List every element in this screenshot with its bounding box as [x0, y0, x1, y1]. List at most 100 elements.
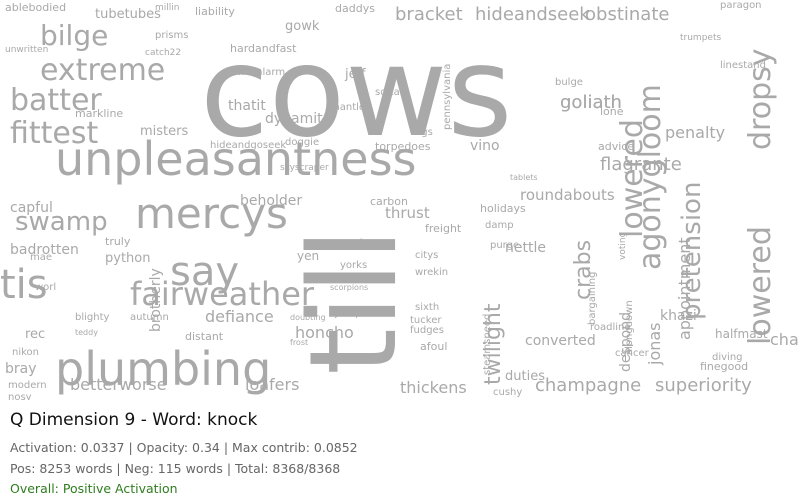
cloud-word-tis: tis	[0, 262, 48, 308]
cloud-word-sixth: sixth	[415, 302, 439, 313]
cloud-word-plumbing: plumbing	[55, 342, 271, 396]
cloud-word-tablets: tablets	[510, 173, 538, 182]
cloud-word-swamp: swamp	[15, 207, 108, 237]
cloud-word-worl: worl	[35, 282, 56, 293]
cloud-word-lowered: lowered	[615, 119, 650, 238]
cloud-word-cushy: cushy	[493, 387, 522, 398]
cloud-word-cows: cows	[200, 20, 513, 165]
cloud-word-till: till	[285, 228, 424, 375]
cloud-word-tucker: tucker	[410, 315, 442, 326]
cloud-word-jeff: jeff	[344, 67, 367, 82]
cloud-word-vain: vain	[345, 237, 370, 251]
cloud-word-mercys: mercys	[135, 189, 288, 238]
cloud-word-autumn: autumn	[130, 312, 169, 323]
cloud-word-daddys: daddys	[335, 2, 375, 15]
cloud-word-advice: advice	[598, 140, 634, 153]
cloud-word-python: python	[105, 251, 150, 266]
cloud-word-unpleasantness: unpleasantness	[55, 132, 417, 186]
cloud-word-hideandseek: hideandseek	[475, 4, 590, 25]
cloud-word-steamspeed: steamspeed	[482, 314, 493, 375]
cloud-word-brotherly: brotherly	[148, 268, 164, 332]
cloud-word-ablebodied: ablebodied	[5, 1, 66, 14]
cloud-word-carbon: carbon	[370, 195, 408, 208]
cloud-word-bray: bray	[5, 361, 37, 377]
cloud-word-goliath: goliath	[560, 92, 622, 113]
cloud-word-voting: voting	[618, 232, 628, 260]
cloud-word-beholder: beholder	[240, 193, 302, 209]
overall-activation: Overall: Positive Activation	[10, 481, 178, 496]
cloud-word-champions: champions	[770, 330, 800, 349]
cloud-word-afoul: afoul	[420, 340, 447, 353]
cloud-word-hardandfast: hardandfast	[230, 42, 297, 55]
cloud-word-thatit: thatit	[228, 98, 266, 114]
cloud-word-crabs: crabs	[571, 240, 596, 300]
cloud-word-millin: millin	[155, 3, 179, 13]
cloud-word-fudges: fudges	[410, 325, 444, 336]
cloud-word-wrekin: wrekin	[415, 267, 448, 278]
cloud-word-catch22: catch22	[145, 48, 181, 58]
cloud-word-badrotten: badrotten	[10, 242, 79, 258]
cloud-word-damp: damp	[485, 220, 514, 231]
cloud-word-rec: rec	[25, 327, 45, 342]
cloud-word-mantle: mantle	[330, 102, 365, 113]
cloud-word-roundabouts: roundabouts	[520, 186, 615, 204]
cloud-word-doubting: doubting	[290, 313, 326, 322]
cloud-word-despond: despond	[618, 312, 634, 372]
cloud-word-khazi: khazi	[660, 308, 697, 324]
cloud-word-torpedoes: torpedoes	[375, 140, 431, 153]
cloud-word-mae: mae	[30, 252, 52, 263]
cloud-word-thickens: thickens	[400, 378, 467, 397]
cloud-word-honcho: honcho	[295, 323, 354, 342]
cloud-word-flagrante: flagrante	[600, 154, 682, 175]
cloud-word-alongdown: alongdown	[624, 300, 635, 355]
cloud-word-markline: markline	[75, 107, 123, 120]
cloud-word-doggie: doggie	[285, 137, 319, 148]
word-count-stats: Pos: 8253 words | Neg: 115 words | Total…	[10, 461, 341, 476]
cloud-word-paragon: paragon	[720, 0, 762, 11]
cloud-word-freight: freight	[425, 222, 462, 235]
cloud-word-linestand: linestand	[720, 60, 766, 71]
cloud-word-champagne: champagne	[535, 375, 641, 396]
cloud-word-pretension: pretension	[677, 182, 707, 320]
cloud-word-agonygloom: agonygloom	[633, 84, 668, 270]
cloud-word-extreme: extreme	[40, 53, 165, 88]
cloud-word-halfmast: halfmast	[715, 327, 768, 341]
cloud-word-pennsylvania: pennsylvania	[442, 64, 453, 130]
cloud-word-nikon: nikon	[12, 347, 39, 358]
cloud-word-softan: softan	[375, 87, 406, 98]
cloud-word-hideandgoseek: hideandgoseek	[210, 140, 286, 151]
cloud-word-diving: diving	[712, 352, 743, 363]
cloud-word-misters: misters	[140, 124, 188, 139]
cloud-word-twilight: twilight	[481, 303, 506, 385]
cloud-word-gowk: gowk	[285, 19, 320, 34]
cloud-word-loafers: loafers	[245, 375, 299, 394]
cloud-word-appointment: appointment	[675, 237, 694, 340]
cloud-word-skyscraper: skyscraper	[280, 163, 329, 173]
cloud-word-scorpions: scorpions	[330, 283, 368, 292]
cloud-word-yorks: yorks	[340, 260, 367, 271]
cloud-word-bulge: bulge	[555, 77, 583, 88]
cloud-word-duties: duties	[505, 369, 545, 384]
cloud-word-prisms: prisms	[155, 30, 188, 41]
cloud-word-roadline: roadline	[590, 322, 631, 333]
cloud-word-betterworse: betterworse	[70, 375, 167, 394]
cloud-word-blighty: blighty	[75, 312, 110, 323]
cloud-word-fivealarm: fivealarm	[238, 67, 285, 78]
cloud-word-lowered: lowered	[743, 226, 778, 345]
cloud-word-defiance: defiance	[205, 307, 274, 326]
cloud-word-dynamite: dynamite	[265, 111, 331, 127]
cloud-word-dropsy: dropsy	[743, 49, 778, 151]
cloud-word-goliath: goliath	[560, 92, 622, 113]
cloud-word-liability: liability	[195, 5, 235, 18]
cloud-word-purge: purge	[490, 240, 519, 251]
cloud-word-nosy: nosy	[8, 392, 32, 400]
panel-title: Q Dimension 9 - Word: knock	[10, 410, 258, 430]
cloud-word-capful: capful	[10, 200, 53, 216]
cloud-word-fittest: fittest	[10, 116, 99, 151]
cloud-word-truly: truly	[105, 235, 131, 248]
cloud-word-obstinate: obstinate	[585, 4, 669, 25]
cloud-word-distant: distant	[185, 330, 224, 343]
cloud-word-jonas: jonas	[645, 322, 664, 366]
cloud-word-holidays: holidays	[480, 202, 526, 215]
cloud-word-cancer: cancer	[615, 348, 650, 359]
